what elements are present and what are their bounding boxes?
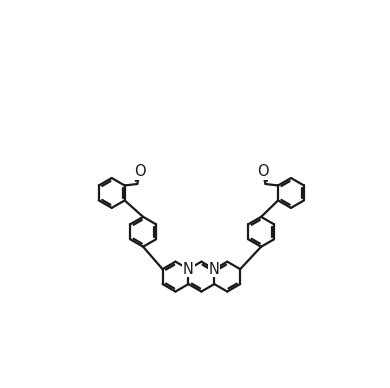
Text: O: O xyxy=(257,164,268,179)
Text: O: O xyxy=(135,164,146,179)
Text: N: N xyxy=(183,262,194,277)
Text: N: N xyxy=(209,262,220,277)
